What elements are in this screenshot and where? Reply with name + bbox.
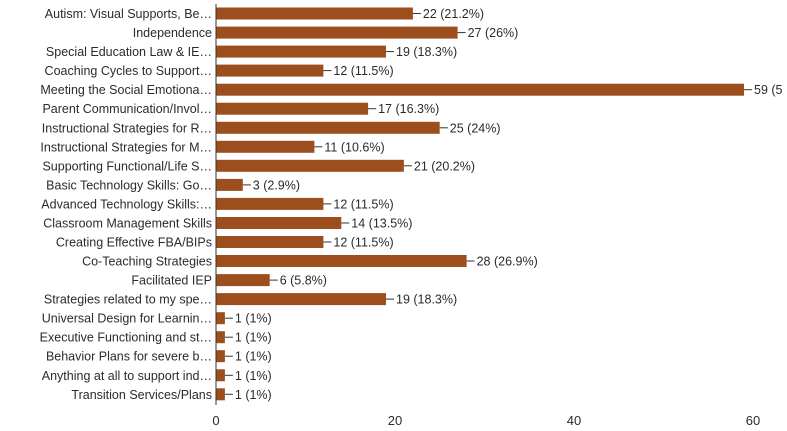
bar (216, 159, 404, 172)
category-label: Strategies related to my spe… (44, 293, 212, 307)
category-label: Coaching Cycles to Support… (45, 64, 212, 78)
value-label: 22 (21.2%) (423, 7, 484, 21)
value-label: 59 (5 (754, 83, 783, 97)
value-label: 1 (1%) (235, 369, 272, 383)
category-label: Classroom Management Skills (43, 217, 212, 231)
x-tick-label: 40 (567, 413, 581, 428)
category-label: Parent Communication/Invol… (42, 102, 212, 116)
category-label: Special Education Law & IE… (46, 45, 212, 59)
category-label: Advanced Technology Skills:… (41, 197, 212, 211)
bar (216, 45, 386, 58)
value-label: 25 (24%) (450, 121, 501, 135)
value-label: 1 (1%) (235, 331, 272, 345)
bar (216, 26, 458, 39)
bar (216, 274, 270, 287)
x-tick-label: 20 (388, 413, 402, 428)
bar (216, 331, 225, 344)
category-label: Co-Teaching Strategies (82, 255, 212, 269)
value-label: 19 (18.3%) (396, 45, 457, 59)
category-label: Instructional Strategies for R… (42, 121, 212, 135)
bar (216, 64, 324, 77)
bar (216, 178, 243, 191)
bar (216, 236, 324, 248)
category-label: Creating Effective FBA/BIPs (56, 236, 212, 250)
value-label: 21 (20.2%) (414, 159, 475, 173)
bar (216, 197, 324, 210)
bar (216, 217, 342, 229)
bar (216, 7, 413, 20)
x-axis-ticks: 0 20 40 60 (212, 413, 760, 428)
category-label: Anything at all to support ind… (42, 369, 212, 383)
x-tick-label: 60 (746, 413, 760, 428)
bars-layer (216, 7, 744, 401)
bar (216, 293, 386, 306)
category-label: Behavior Plans for severe b… (46, 350, 212, 364)
bar (216, 83, 744, 96)
value-label: 1 (1%) (235, 388, 272, 402)
value-label: 14 (13.5%) (351, 217, 412, 231)
category-label: Executive Functioning and st… (40, 331, 212, 345)
value-label: 11 (10.6%) (324, 140, 384, 154)
value-label: 27 (26%) (468, 26, 519, 40)
category-label: Instructional Strategies for M… (40, 140, 212, 154)
category-label: Autism: Visual Supports, Be… (45, 7, 212, 21)
value-label: 6 (5.8%) (280, 274, 327, 288)
category-label: Universal Design for Learnin… (42, 312, 212, 326)
value-label: 19 (18.3%) (396, 293, 457, 307)
category-label: Facilitated IEP (131, 274, 212, 288)
value-label: 12 (11.5%) (333, 64, 393, 78)
category-label: Supporting Functional/Life S… (42, 159, 212, 173)
category-labels: Autism: Visual Supports, Be… Independence… (40, 7, 212, 402)
bar (216, 388, 225, 401)
value-label: 17 (16.3%) (378, 102, 439, 116)
category-label: Independence (133, 26, 212, 40)
value-label: 12 (11.5%) (333, 236, 393, 250)
bar (216, 350, 225, 363)
bar (216, 369, 225, 382)
value-label: 3 (2.9%) (253, 178, 300, 192)
value-label: 12 (11.5%) (333, 197, 393, 211)
bar (216, 140, 315, 153)
bar (216, 255, 467, 267)
category-label: Meeting the Social Emotiona… (40, 83, 212, 97)
value-label: 1 (1%) (235, 350, 272, 364)
value-labels: 22 (21.2%)27 (26%)19 (18.3%)12 (11.5%)59… (224, 7, 783, 402)
category-label: Transition Services/Plans (71, 388, 212, 402)
value-label: 1 (1%) (235, 312, 272, 326)
category-label: Basic Technology Skills: Go… (46, 178, 212, 192)
x-tick-label: 0 (212, 413, 219, 428)
value-label: 28 (26.9%) (477, 255, 538, 269)
bar (216, 102, 369, 115)
bar (216, 121, 440, 134)
bar (216, 312, 225, 325)
